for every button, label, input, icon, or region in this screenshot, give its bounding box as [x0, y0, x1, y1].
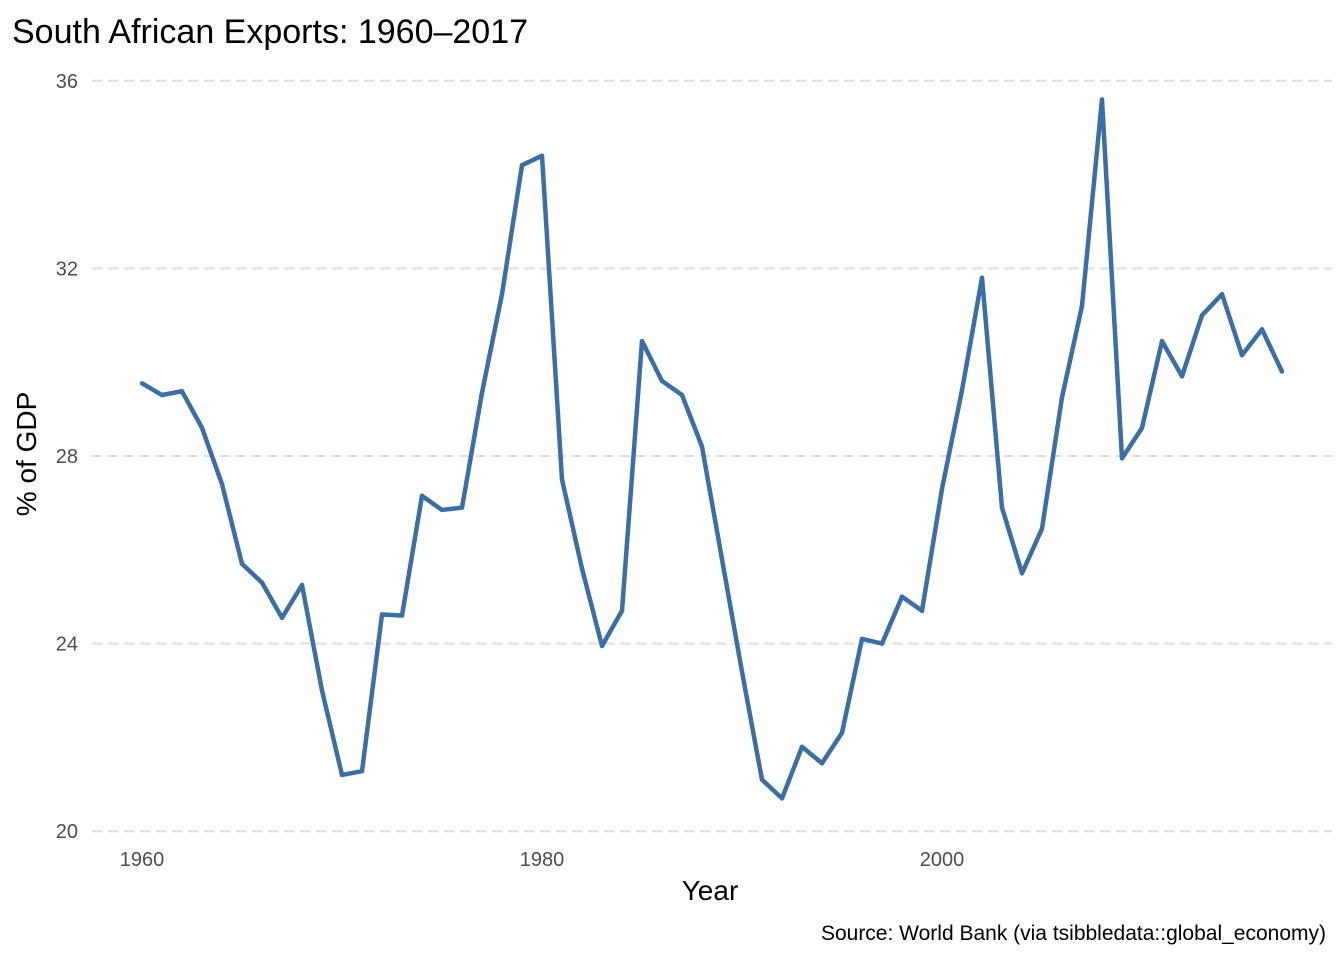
data-point-1983 — [599, 643, 605, 649]
data-point-1982 — [579, 566, 585, 571]
data-point-1979 — [519, 162, 525, 168]
data-point-2014 — [1219, 291, 1225, 297]
data-point-2005 — [1039, 526, 1045, 531]
chart-caption: Source: World Bank (via tsibbledata::glo… — [821, 922, 1326, 945]
y-axis-ticks: 20 24 28 32 36 — [56, 71, 78, 843]
data-point-2015 — [1239, 352, 1245, 358]
data-point-1987 — [679, 392, 685, 398]
x-axis-ticks: 1960 1980 2000 — [120, 849, 965, 871]
data-point-1976 — [459, 505, 465, 510]
y-tick-label-4: 36 — [56, 71, 78, 93]
data-point-1970 — [339, 772, 345, 778]
x-tick-label-2: 2000 — [920, 849, 965, 871]
data-point-2010 — [1139, 425, 1145, 431]
data-point-1985 — [639, 338, 645, 344]
data-point-1993 — [799, 744, 805, 750]
chart-title: South African Exports: 1960–2017 — [12, 13, 528, 51]
data-point-2017 — [1279, 369, 1285, 374]
grid-lines — [92, 79, 1332, 833]
data-point-1967 — [279, 615, 285, 621]
data-point-1981 — [559, 477, 565, 482]
data-point-1995 — [839, 730, 845, 735]
data-point-1966 — [259, 580, 265, 585]
data-point-2016 — [1259, 327, 1265, 332]
data-point-2007 — [1079, 303, 1085, 309]
data-point-1960 — [139, 381, 145, 386]
data-point-1977 — [479, 390, 485, 395]
data-point-1965 — [239, 561, 245, 567]
data-point-1999 — [919, 608, 925, 613]
data-point-1972 — [379, 612, 385, 617]
y-tick-label-3: 32 — [56, 258, 78, 280]
data-point-2000 — [939, 486, 945, 492]
data-point-1989 — [719, 556, 725, 562]
data-point-2011 — [1159, 338, 1165, 344]
data-point-1973 — [399, 613, 405, 618]
data-point-1971 — [359, 769, 365, 774]
data-point-1994 — [819, 761, 825, 766]
x-tick-label-0: 1960 — [120, 849, 165, 871]
data-point-1968 — [299, 582, 305, 588]
series-line — [140, 97, 1285, 801]
x-axis-title: Year — [682, 875, 739, 906]
y-tick-label-1: 24 — [56, 634, 78, 656]
data-point-2008 — [1099, 97, 1105, 102]
data-point-1991 — [759, 777, 765, 782]
data-point-1978 — [499, 291, 505, 297]
data-point-1984 — [619, 608, 625, 613]
data-point-2001 — [959, 388, 965, 393]
data-point-2013 — [1199, 313, 1205, 318]
data-point-1996 — [859, 636, 865, 642]
data-point-1980 — [539, 153, 545, 159]
y-tick-label-2: 28 — [56, 446, 78, 468]
data-point-1969 — [319, 688, 325, 693]
data-point-1997 — [879, 641, 885, 646]
y-tick-label-0: 20 — [56, 821, 78, 843]
data-point-1962 — [179, 389, 185, 394]
data-point-2006 — [1059, 395, 1065, 400]
data-point-1974 — [419, 493, 425, 499]
data-point-2012 — [1179, 374, 1185, 379]
x-tick-label-1: 1980 — [520, 849, 565, 871]
data-point-2009 — [1119, 456, 1125, 461]
data-point-1990 — [739, 669, 745, 674]
data-point-1961 — [159, 392, 165, 398]
data-point-1964 — [219, 481, 225, 487]
data-point-1975 — [439, 507, 445, 513]
data-point-2002 — [979, 275, 985, 280]
data-point-1963 — [199, 425, 205, 431]
data-point-2003 — [999, 505, 1005, 510]
data-point-2004 — [1019, 571, 1025, 576]
data-point-1988 — [699, 444, 705, 449]
data-point-1992 — [779, 796, 785, 801]
y-axis-title: % of GDP — [11, 392, 42, 516]
data-points — [139, 97, 1285, 801]
data-point-1986 — [659, 378, 665, 384]
data-point-1998 — [899, 594, 905, 599]
